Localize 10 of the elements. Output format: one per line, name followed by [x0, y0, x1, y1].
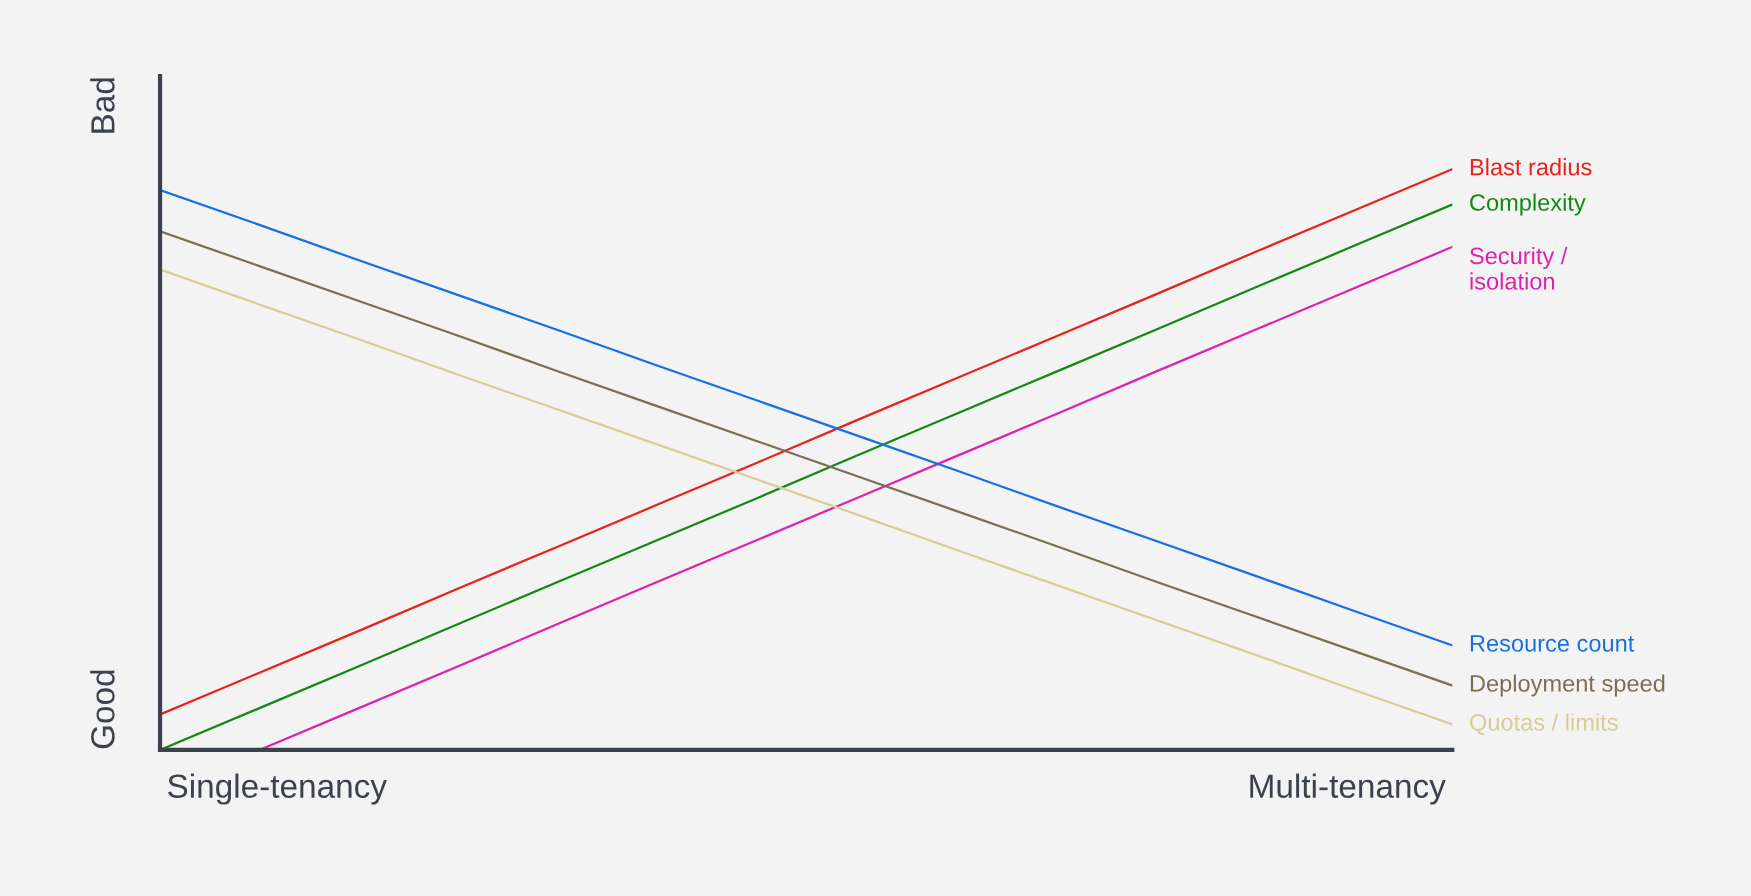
series-label: Blast radius: [1470, 158, 1592, 176]
text: Single-tenancy: [168, 773, 387, 805]
text: Multi-tenancy: [1250, 773, 1446, 805]
series-label: Complexity: [1470, 193, 1586, 216]
text: Good: [90, 670, 115, 749]
text: Bad: [90, 78, 115, 133]
series-label: Quotas / limits: [1470, 713, 1618, 735]
series-label: Deployment speed: [1470, 674, 1665, 697]
series-label: Resource count: [1470, 635, 1635, 652]
series-label: Security / isolation: [1470, 246, 1568, 290]
